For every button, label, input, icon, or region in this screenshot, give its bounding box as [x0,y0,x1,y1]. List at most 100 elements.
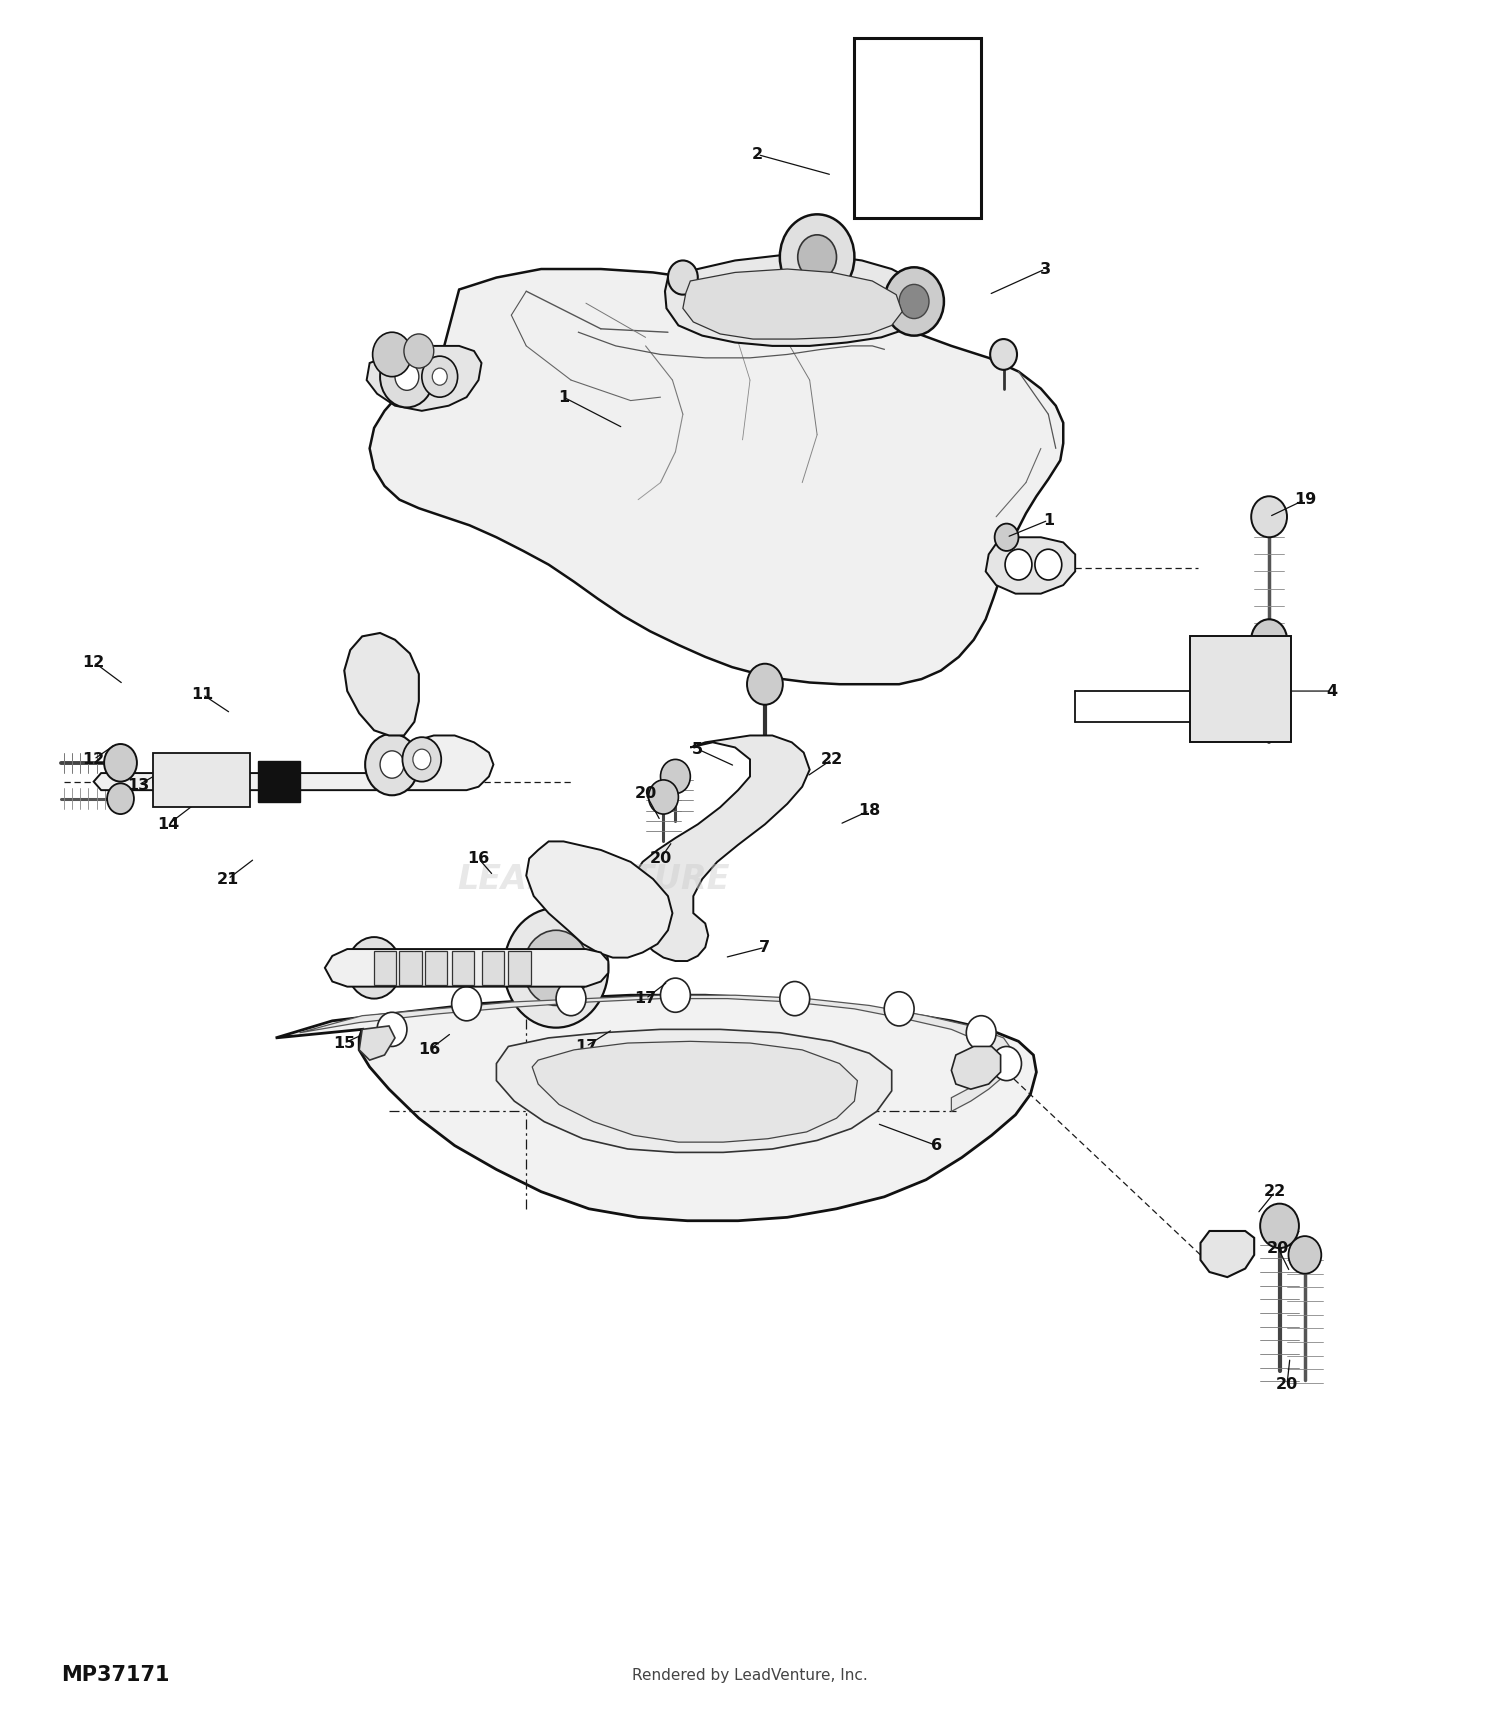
Text: 14: 14 [158,817,180,831]
Polygon shape [300,996,1016,1111]
Circle shape [106,783,134,814]
Polygon shape [532,1041,858,1142]
Circle shape [104,743,136,781]
Bar [258,761,300,802]
Circle shape [1258,659,1280,682]
Circle shape [1251,620,1287,661]
Circle shape [504,908,609,1028]
Text: 11: 11 [192,687,213,702]
Text: MP37171: MP37171 [62,1665,170,1686]
Circle shape [660,759,690,793]
Circle shape [898,285,928,319]
Bar [509,951,531,986]
Polygon shape [366,345,482,410]
Bar [452,951,474,986]
Circle shape [1228,659,1250,682]
Text: 10: 10 [363,701,386,716]
Text: Rendered by LeadVenture, Inc.: Rendered by LeadVenture, Inc. [632,1667,868,1683]
Text: 2: 2 [752,148,764,161]
Circle shape [422,355,458,397]
Text: 13: 13 [128,778,150,793]
Text: 20: 20 [634,786,657,802]
Text: 8: 8 [618,919,628,934]
Circle shape [747,664,783,704]
Circle shape [884,268,944,335]
Polygon shape [345,634,418,735]
Circle shape [962,1049,992,1083]
Circle shape [356,647,404,701]
Circle shape [1005,549,1032,580]
Text: 5: 5 [692,742,703,757]
Circle shape [380,750,404,778]
Polygon shape [1200,1231,1254,1277]
Circle shape [153,757,192,802]
Circle shape [1228,689,1250,713]
Text: 22: 22 [821,752,843,767]
Circle shape [1288,1236,1322,1274]
Text: 20: 20 [1276,1377,1298,1392]
Circle shape [780,982,810,1016]
Circle shape [402,737,441,781]
Circle shape [380,345,433,407]
Polygon shape [369,270,1064,683]
Text: 12: 12 [82,752,105,767]
Circle shape [780,215,855,300]
Text: 4: 4 [1326,683,1338,699]
Circle shape [364,733,419,795]
Text: 17: 17 [574,1039,597,1054]
Bar [374,951,396,986]
Text: 9: 9 [596,886,606,900]
Circle shape [524,931,590,1006]
Circle shape [369,663,390,685]
Text: 12: 12 [82,654,105,670]
Circle shape [1258,689,1280,713]
Text: 20: 20 [650,852,672,865]
Polygon shape [627,735,810,962]
Circle shape [580,877,621,925]
Circle shape [210,762,240,797]
Circle shape [1202,659,1222,682]
Circle shape [966,1016,996,1049]
Circle shape [168,762,198,797]
Bar [399,951,422,986]
Text: 7: 7 [759,939,771,955]
Polygon shape [664,256,926,345]
Text: 21: 21 [217,872,238,886]
Polygon shape [93,735,494,790]
Text: 16: 16 [468,852,489,865]
Circle shape [660,979,690,1013]
Text: 20: 20 [1268,1241,1288,1255]
Circle shape [1209,1231,1245,1272]
Polygon shape [951,1046,1000,1089]
Circle shape [394,362,418,390]
Circle shape [603,869,628,900]
Text: 6: 6 [932,1138,942,1154]
Circle shape [591,889,612,913]
Circle shape [360,953,387,984]
Circle shape [556,982,586,1016]
Polygon shape [986,537,1076,594]
Text: 1: 1 [558,390,568,405]
Bar [1190,637,1292,742]
Text: 22: 22 [1264,1185,1286,1198]
Circle shape [1202,689,1222,713]
Bar [855,38,981,218]
Circle shape [798,235,837,280]
Circle shape [588,872,615,903]
Circle shape [897,129,939,177]
Polygon shape [358,1027,394,1059]
Polygon shape [153,752,251,807]
Text: LEADVENTURE: LEADVENTURE [458,862,729,896]
Text: 15: 15 [333,1035,356,1051]
Circle shape [413,749,430,769]
Circle shape [372,331,411,376]
Circle shape [648,780,678,814]
Circle shape [346,937,400,999]
Circle shape [1035,549,1062,580]
Circle shape [1260,1204,1299,1248]
Polygon shape [326,950,609,987]
Bar [482,951,504,986]
Circle shape [668,261,698,295]
Text: 18: 18 [858,804,880,819]
Polygon shape [682,270,902,338]
